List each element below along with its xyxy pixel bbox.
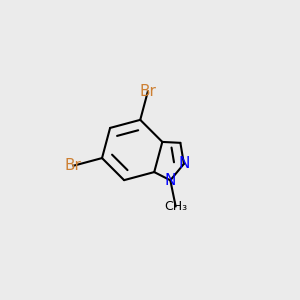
Text: CH₃: CH₃: [164, 200, 187, 213]
Text: N: N: [165, 173, 176, 188]
Text: N: N: [178, 156, 190, 171]
Text: Br: Br: [65, 158, 82, 173]
Text: Br: Br: [140, 84, 156, 99]
